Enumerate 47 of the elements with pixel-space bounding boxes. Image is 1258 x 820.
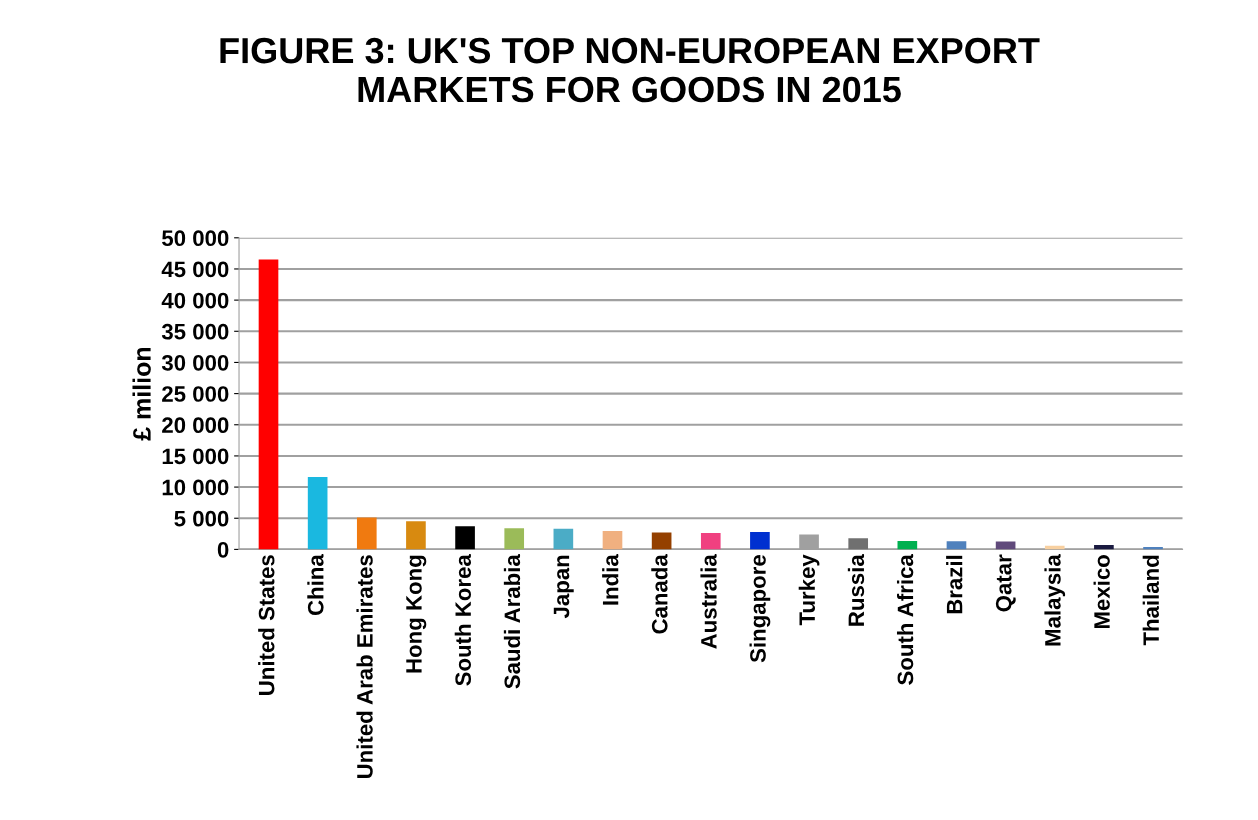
x-tick-label: India [602, 554, 619, 605]
x-tick-label: Malaysia [1044, 554, 1066, 646]
bar [651, 532, 672, 550]
y-tick-label: 25 000 [162, 386, 229, 402]
bar [504, 528, 525, 550]
bar [946, 541, 967, 550]
bar [356, 517, 377, 550]
bar [750, 531, 770, 550]
x-tick-label: Japan [553, 555, 574, 619]
x-tick-label: South Korea [454, 554, 472, 686]
x-tick-label: Brazil [946, 555, 963, 614]
bar [455, 526, 475, 550]
y-axis-title: £ milion [132, 347, 151, 441]
y-tick-label: 30 000 [161, 354, 229, 371]
y-tick-label: 15 000 [162, 448, 229, 465]
x-tick-label: Singapore [749, 555, 771, 663]
x-tick-label: Mexico [1093, 555, 1110, 629]
x-tick-label: Saudi Arabia [503, 554, 521, 689]
x-tick-label: Hong Kong [406, 555, 427, 673]
bar [848, 538, 869, 550]
x-tick-label: China [307, 554, 324, 616]
x-tick-label: Turkey [798, 554, 820, 626]
y-tick-label: 35 000 [161, 323, 229, 340]
y-tick-label: 40 000 [161, 292, 229, 309]
bar [307, 477, 328, 550]
bar [258, 259, 279, 550]
chart-title: FIGURE 3: UK'S TOP NON-EUROPEAN EXPORT MARKETS FOR GOODS IN 2015 [220, 37, 1040, 103]
y-tick-label: 10 000 [162, 479, 229, 496]
x-tick-label: Russia [847, 554, 865, 626]
x-tick-label: United Arab Emirates [356, 555, 373, 779]
x-tick-label: Canada [651, 554, 668, 634]
y-tick-label: 5 000 [174, 510, 229, 527]
bar [406, 521, 426, 550]
y-tick-label: 50 000 [162, 230, 229, 247]
bar [897, 540, 918, 550]
bar [553, 528, 574, 550]
y-tick-label: 20 000 [162, 417, 229, 434]
x-tick-label: Australia [700, 554, 717, 649]
bar [1094, 545, 1114, 550]
x-tick-label: Qatar [995, 554, 1016, 612]
x-tick-label: United States [258, 555, 275, 695]
x-tick-label: Thailand [1142, 555, 1159, 646]
x-tick-label: South Africa [896, 554, 914, 685]
y-tick-label: 45 000 [161, 261, 229, 278]
y-tick-label: 0 [217, 541, 229, 558]
bar [700, 532, 721, 550]
bar [602, 531, 623, 550]
